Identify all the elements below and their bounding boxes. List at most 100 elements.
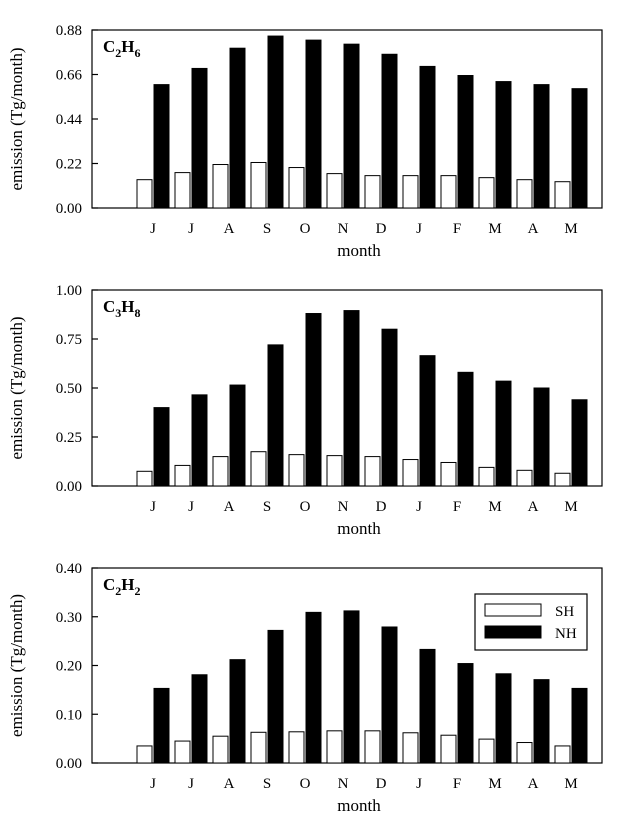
formula-element: H [121,575,134,594]
formula-element: H [121,37,134,56]
bar-nh [381,53,398,209]
legend-label-nh: NH [555,626,577,642]
x-tick-label: J [188,776,194,792]
y-axis-title: emission (Tg/month) [7,47,26,190]
bar-nh [419,355,436,487]
x-tick-label: O [300,499,311,515]
bar-nh [533,387,550,487]
bar-nh [533,679,550,764]
y-axis-title: emission (Tg/month) [7,316,26,459]
y-tick-label: 0.88 [56,23,82,39]
x-tick-label: M [564,776,577,792]
bar-nh [267,35,284,209]
bar-sh [212,456,229,487]
x-axis-title: month [337,519,381,538]
legend-label-sh: SH [555,604,574,620]
bar-nh [153,84,170,209]
bar-nh [191,394,208,487]
formula-subscript: 2 [115,46,121,60]
y-tick-label: 1.00 [56,283,82,299]
x-tick-label: S [263,221,271,237]
formula-subscript: 2 [115,584,121,598]
x-tick-label: F [453,776,461,792]
bar-nh [457,371,474,487]
bar-sh [326,173,343,209]
bar-nh [267,629,284,764]
y-tick-label: 0.44 [56,112,83,128]
bar-sh [250,451,267,487]
bar-nh [457,663,474,764]
formula-subscript: 3 [115,306,121,320]
x-tick-label: J [188,499,194,515]
bar-sh [440,734,457,764]
y-tick-label: 0.25 [56,430,82,446]
formula-element: C [103,37,115,56]
bar-sh [402,732,419,764]
bar-nh [533,84,550,209]
bar-sh [554,181,571,209]
x-tick-label: S [263,776,271,792]
bar-sh [212,164,229,209]
x-tick-label: O [300,776,311,792]
bar-sh [364,175,381,209]
bar-nh [267,344,284,487]
bar-sh [288,731,305,764]
bar-nh [381,328,398,487]
x-tick-label: F [453,499,461,515]
bar-nh [229,659,246,764]
bar-sh [554,472,571,487]
bar-nh [343,610,360,764]
bar-sh [136,179,153,209]
bar-nh [305,313,322,487]
bar-nh [191,67,208,209]
x-tick-label: D [376,776,387,792]
x-tick-label: J [150,499,156,515]
x-tick-label: A [528,499,539,515]
bar-sh [478,466,495,487]
x-tick-label: N [338,776,349,792]
bar-sh [402,175,419,209]
bar-nh [495,81,512,209]
bar-sh [478,738,495,764]
x-tick-label: A [224,221,235,237]
formula-subscript: 6 [135,46,141,60]
x-tick-label: A [224,776,235,792]
bar-sh [326,730,343,764]
x-tick-label: J [416,499,422,515]
x-tick-label: M [564,499,577,515]
x-axis-title: month [337,796,381,813]
bar-sh [364,456,381,487]
bar-sh [288,167,305,209]
bar-nh [571,399,588,487]
x-tick-label: O [300,221,311,237]
formula-element: H [121,297,134,316]
formula-element: C [103,575,115,594]
legend-box [474,593,588,651]
x-tick-label: N [338,499,349,515]
x-tick-label: J [416,776,422,792]
y-tick-label: 0.50 [56,381,82,397]
bar-nh [419,65,436,209]
x-tick-label: D [376,221,387,237]
bar-sh [516,742,533,764]
bar-nh [419,648,436,764]
bar-sh [288,454,305,487]
bar-nh [343,43,360,209]
x-tick-label: N [338,221,349,237]
bar-sh [364,730,381,764]
y-tick-label: 0.75 [56,332,82,348]
bar-sh [402,459,419,487]
bar-sh [250,161,267,209]
y-tick-label: 0.00 [56,201,82,217]
formula-element: C [103,297,115,316]
bar-sh [212,735,229,764]
y-tick-label: 0.22 [56,157,82,173]
bar-nh [495,380,512,487]
bar-nh [381,626,398,764]
x-tick-label: F [453,221,461,237]
bar-nh [229,47,246,209]
legend-swatch-sh [484,603,542,617]
bar-nh [153,407,170,487]
legend-swatch-nh [484,625,542,639]
